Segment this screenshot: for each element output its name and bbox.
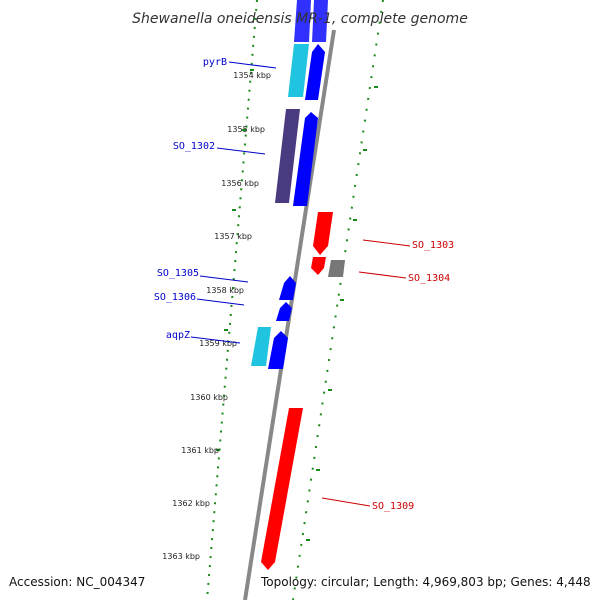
gene-labels: pyrB SO_1302 SO_1305 SO_1306 aqpZ SO_130… xyxy=(154,57,454,512)
feature-SO_1305 xyxy=(279,276,296,300)
feature-top-left xyxy=(294,0,311,42)
feature-SO_1302 xyxy=(275,109,300,203)
label-pyrB: pyrB xyxy=(203,57,227,68)
label-SO_1305: SO_1305 xyxy=(157,268,199,279)
label-SO_1306: SO_1306 xyxy=(154,292,196,303)
tick-1362: 1362 kbp xyxy=(172,499,210,508)
tick-1361: 1361 kbp xyxy=(181,446,219,455)
leader-lines xyxy=(190,61,411,507)
tick-1363: 1363 kbp xyxy=(162,552,200,561)
feature-SO_1302-partner xyxy=(293,112,318,206)
feature-SO_1309 xyxy=(261,408,303,570)
reverse-features xyxy=(261,212,345,570)
label-SO_1309: SO_1309 xyxy=(372,501,414,512)
label-SO_1302: SO_1302 xyxy=(173,141,215,152)
accession-text: Accession: NC_004347 xyxy=(9,575,145,589)
feature-SO_1306 xyxy=(276,302,292,321)
kbp-ticks: 1354 kbp 1355 kbp 1356 kbp 1357 kbp 1358… xyxy=(162,71,271,561)
feature-pyrB-partner xyxy=(305,44,325,100)
feature-pyrB xyxy=(288,44,309,97)
feature-top-right xyxy=(312,0,328,42)
tick-1358: 1358 kbp xyxy=(206,286,244,295)
tick-1360: 1360 kbp xyxy=(190,393,228,402)
label-aqpZ: aqpZ xyxy=(166,330,190,341)
label-SO_1304: SO_1304 xyxy=(408,273,450,284)
forward-features xyxy=(251,0,328,369)
feature-aqpZ-partner xyxy=(268,331,288,369)
tick-1356: 1356 kbp xyxy=(221,179,259,188)
gc-dashes xyxy=(216,69,378,541)
tick-1355: 1355 kbp xyxy=(227,125,265,134)
feature-SO_1303 xyxy=(313,212,333,255)
label-SO_1303: SO_1303 xyxy=(412,240,454,251)
left-gc-track xyxy=(206,0,258,600)
tick-1354: 1354 kbp xyxy=(233,71,271,80)
feature-SO_1304 xyxy=(311,257,326,275)
tick-1357: 1357 kbp xyxy=(214,232,252,241)
feature-aqpZ xyxy=(251,327,271,366)
tick-1359: 1359 kbp xyxy=(199,339,237,348)
genome-title: Shewanella oneidensis MR-1, complete gen… xyxy=(132,11,468,27)
topology-text: Topology: circular; Length: 4,969,803 bp… xyxy=(260,575,591,589)
feature-SO_1304-gray xyxy=(328,260,345,277)
